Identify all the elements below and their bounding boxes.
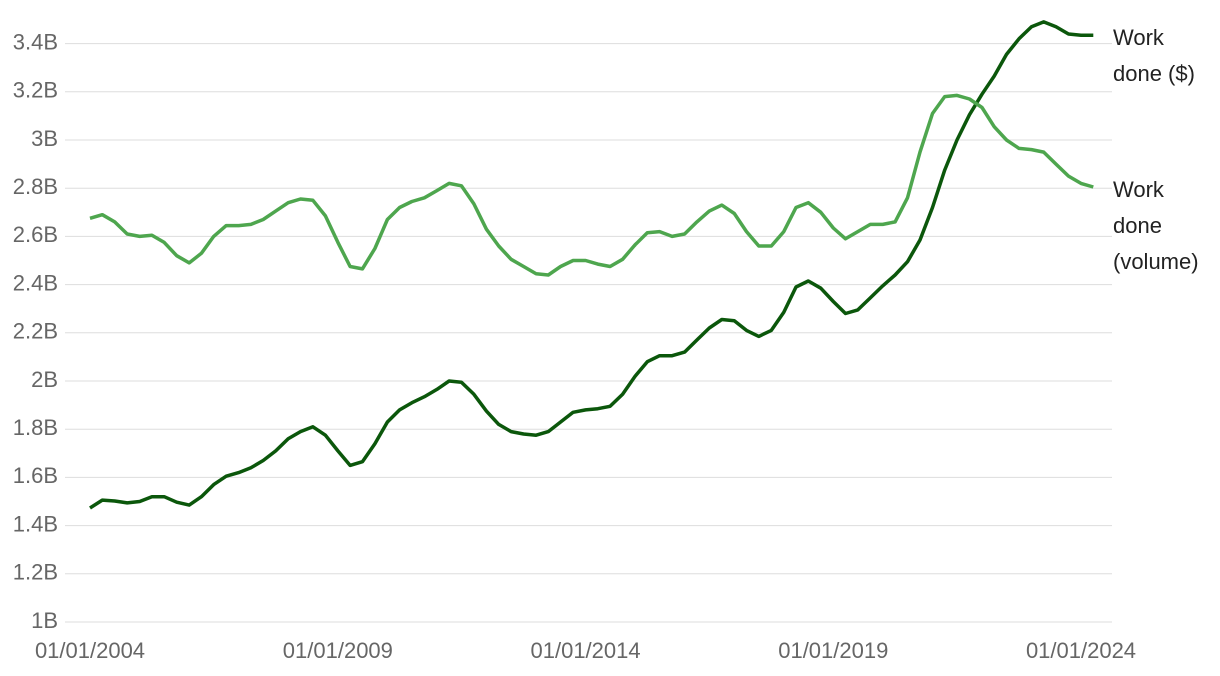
x-tick-label: 01/01/2014 — [531, 638, 641, 663]
x-tick-label: 01/01/2009 — [283, 638, 393, 663]
series-label: Work done ($) — [1113, 25, 1195, 86]
y-tick-label: 2.2B — [13, 319, 58, 344]
series-line — [89, 93, 1094, 277]
y-tick-label: 2.4B — [13, 270, 58, 295]
y-tick-label: 2.6B — [13, 222, 58, 247]
x-tick-label: 01/01/2004 — [35, 638, 145, 663]
series-label: Work done (volume) — [1113, 177, 1199, 274]
y-tick-label: 1B — [31, 608, 58, 633]
x-tick-label: 01/01/2024 — [1026, 638, 1136, 663]
series-label-box: Work done ($) — [1113, 25, 1195, 86]
y-tick-label: 1.6B — [13, 463, 58, 488]
y-tick-label: 2B — [31, 367, 58, 392]
series-label-box: Work done (volume) — [1113, 177, 1199, 274]
y-tick-label: 3B — [31, 126, 58, 151]
y-tick-label: 3.4B — [13, 29, 58, 54]
y-tick-label: 1.4B — [13, 511, 58, 536]
y-tick-label: 1.2B — [13, 560, 58, 585]
y-tick-label: 3.2B — [13, 78, 58, 103]
series-line — [89, 20, 1094, 510]
x-tick-label: 01/01/2019 — [778, 638, 888, 663]
y-tick-label: 1.8B — [13, 415, 58, 440]
y-tick-label: 2.8B — [13, 174, 58, 199]
